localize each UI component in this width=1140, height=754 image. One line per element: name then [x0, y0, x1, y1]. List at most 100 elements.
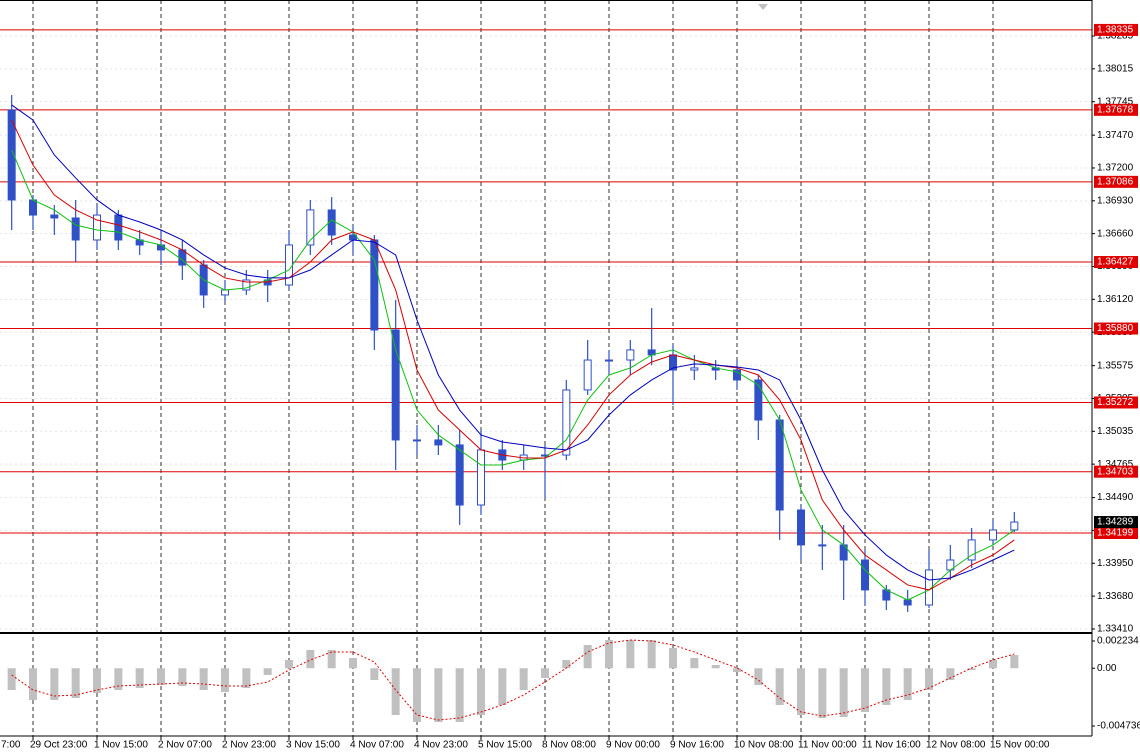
histogram-bar [7, 668, 16, 690]
y-tick-label: 1.37200 [1097, 163, 1134, 174]
histogram-bar [306, 650, 315, 669]
candle-body [733, 369, 742, 381]
x-tick-label: 11 Nov 16:00 [862, 740, 921, 751]
candle-body [861, 559, 870, 591]
histogram-bar [733, 668, 742, 672]
x-tick-label: 7:00 [1, 740, 21, 751]
candle-body [114, 214, 123, 241]
histogram-bar [967, 668, 976, 670]
x-tick-label: 10 Nov 08:00 [734, 740, 794, 751]
y-tick-label: 1.38015 [1097, 63, 1134, 74]
histogram-bar [242, 668, 251, 688]
candle-body [221, 289, 230, 296]
candle-body [1010, 521, 1019, 531]
y-tick-label: 1.33410 [1097, 624, 1134, 635]
histogram-bar [562, 660, 571, 669]
histogram-bar [71, 668, 80, 698]
histogram-bar [199, 668, 208, 690]
histogram-bar [327, 650, 336, 669]
histogram-bar [285, 660, 294, 669]
histogram-bar [434, 668, 443, 722]
level-label-box [1094, 526, 1138, 539]
histogram-bar [135, 668, 144, 688]
level-label: 1.36427 [1097, 257, 1134, 268]
y-tick-label: 1.34765 [1097, 459, 1134, 470]
histogram-bar [349, 658, 358, 669]
candle-body [285, 244, 294, 286]
candle-body [370, 239, 379, 331]
candle-body [583, 359, 592, 391]
x-tick-label: 12 Nov 08:00 [926, 740, 986, 751]
y-tick-label: 1.36120 [1097, 294, 1134, 305]
y-tick-label: 1.38285 [1097, 31, 1134, 42]
candle-body [391, 329, 400, 441]
x-tick-label: 3 Nov 15:00 [286, 740, 340, 751]
x-tick-label: 29 Oct 23:00 [30, 740, 88, 751]
candle-body [455, 444, 464, 506]
x-tick-label: 9 Nov 00:00 [606, 740, 660, 751]
histogram-bar [818, 668, 827, 718]
candle-body [626, 349, 635, 361]
moving-average [11, 149, 1015, 601]
histogram-bar [1010, 655, 1019, 669]
candle-body [605, 359, 614, 362]
candle-body [434, 439, 443, 446]
candle-body [690, 367, 699, 371]
histogram-bar [455, 668, 464, 722]
histogram-bar [50, 668, 59, 700]
histogram-bar [775, 668, 784, 705]
level-label: 1.37678 [1097, 104, 1134, 115]
histogram-bar [583, 645, 592, 669]
histogram-bar [669, 648, 678, 669]
moving-average [11, 119, 1015, 591]
shift-marker [758, 4, 768, 10]
histogram-bar [754, 668, 763, 685]
candle-body [50, 214, 59, 219]
candle-body [29, 199, 38, 216]
level-label: 1.37086 [1097, 176, 1134, 187]
x-tick-label: 15 Nov 00:00 [990, 740, 1050, 751]
level-label: 1.35272 [1097, 397, 1134, 408]
histogram-bar [413, 668, 422, 722]
current-price-box [1094, 516, 1138, 529]
candle-body [477, 449, 486, 506]
histogram-bar [690, 658, 699, 669]
histogram-bar [861, 668, 870, 712]
histogram-bar [989, 660, 998, 669]
candle-body [413, 439, 422, 442]
level-label-box [1094, 23, 1138, 36]
candle-body [775, 419, 784, 511]
candle-body [157, 244, 166, 251]
candle-body [306, 209, 315, 246]
level-label-box [1094, 255, 1138, 268]
y-tick-label: 1.35575 [1097, 360, 1134, 371]
level-label-box [1094, 175, 1138, 188]
histogram-bar [178, 668, 187, 686]
y-tick-label: -0.004736 [1097, 721, 1140, 732]
candle-body [989, 529, 998, 541]
marks-layer [7, 94, 1019, 722]
y-tick-label: 1.36660 [1097, 228, 1134, 239]
y-tick-label: 1.33950 [1097, 558, 1134, 569]
histogram-bar [541, 668, 550, 678]
y-tick-label: 1.37470 [1097, 130, 1134, 141]
candle-body [7, 109, 16, 201]
histogram-bar [882, 668, 891, 705]
histogram-bar [370, 668, 379, 680]
histogram-bar [221, 668, 230, 692]
candle-body [93, 214, 102, 241]
level-label: 1.35880 [1097, 323, 1134, 334]
current-price-label: 1.34289 [1097, 517, 1134, 528]
y-tick-label: 0.002234 [1097, 636, 1139, 647]
histogram-bar [477, 668, 486, 715]
x-tick-label: 2 Nov 07:00 [158, 740, 212, 751]
histogram-bar [711, 665, 720, 669]
histogram-bar [157, 668, 166, 685]
x-tick-label: 9 Nov 16:00 [670, 740, 724, 751]
candle-body [242, 279, 251, 291]
histogram-bar [647, 640, 656, 669]
histogram-bar [605, 640, 614, 669]
y-tick-label: 1.37745 [1097, 96, 1134, 107]
